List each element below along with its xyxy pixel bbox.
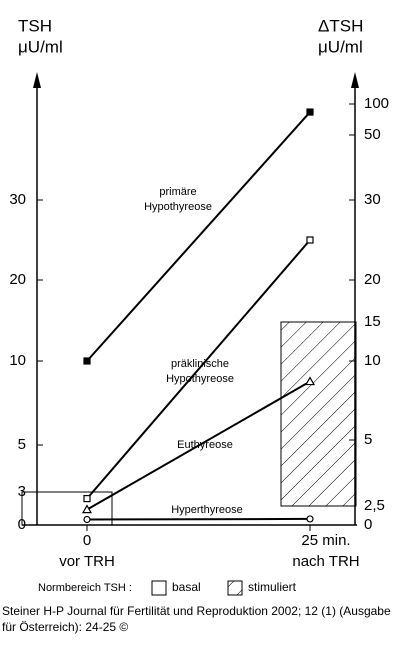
y2-tick-label: 50 xyxy=(364,126,381,143)
point xyxy=(83,357,91,365)
series-label: präklinische Hypothyreose xyxy=(166,358,234,385)
legend-basal-box xyxy=(151,580,167,596)
legend-stimulated: stimuliert xyxy=(248,580,297,594)
y2-unit: μU/ml xyxy=(318,37,363,56)
series-line xyxy=(86,239,311,500)
y2-tick-label: 20 xyxy=(364,271,381,288)
normal-range-basal xyxy=(21,491,113,526)
series-label: primäre Hypothyreose xyxy=(144,186,212,213)
y-tick-label: 3 xyxy=(18,483,26,500)
x-tick-label: 25 min. xyxy=(301,532,350,549)
y2-tick-label: 30 xyxy=(364,191,381,208)
point xyxy=(306,108,314,116)
legend-stimulated-box xyxy=(227,580,243,596)
series-line xyxy=(86,517,311,521)
x-phase-label: vor TRH xyxy=(59,553,115,570)
y2-tick-label: 15 xyxy=(364,313,381,330)
y-tick-label: 30 xyxy=(9,191,26,208)
point xyxy=(304,376,316,386)
y2-tick-label: 10 xyxy=(364,352,381,369)
y2-tick-label: 5 xyxy=(364,431,372,448)
y2-title: ΔTSH xyxy=(318,16,363,35)
legend-title: Normbereich TSH : xyxy=(38,582,132,594)
series-label: Euthyreose xyxy=(177,438,233,451)
series-line xyxy=(86,380,311,511)
legend-basal: basal xyxy=(172,580,201,594)
y-tick-label: 5 xyxy=(18,436,26,453)
y2-arrow xyxy=(351,72,359,88)
series-label: Hyperthyreose xyxy=(171,503,243,516)
y-title: TSH xyxy=(18,16,52,35)
caption: Steiner H-P Journal für Fertilität und R… xyxy=(2,604,391,634)
point xyxy=(83,515,91,524)
y2-tick-label: 100 xyxy=(364,95,389,112)
y2-tick-label: 2,5 xyxy=(364,497,385,514)
x-tick-label: 0 xyxy=(83,532,91,549)
series-line xyxy=(86,111,311,362)
chart: TSH μU/ml ΔTSH μU/ml Normbereich TSH : b… xyxy=(9,16,389,596)
y-unit: μU/ml xyxy=(18,37,63,56)
normal-range-stimulated xyxy=(280,321,357,507)
point xyxy=(306,236,314,244)
point xyxy=(306,515,314,523)
y-tick-label: 20 xyxy=(9,271,26,288)
x-phase-label: nach TRH xyxy=(292,553,359,570)
y-arrow xyxy=(33,72,41,88)
point xyxy=(81,504,93,514)
point xyxy=(83,495,91,503)
y-tick-label: 10 xyxy=(9,352,26,369)
y2-tick-label: 0 xyxy=(364,516,372,533)
